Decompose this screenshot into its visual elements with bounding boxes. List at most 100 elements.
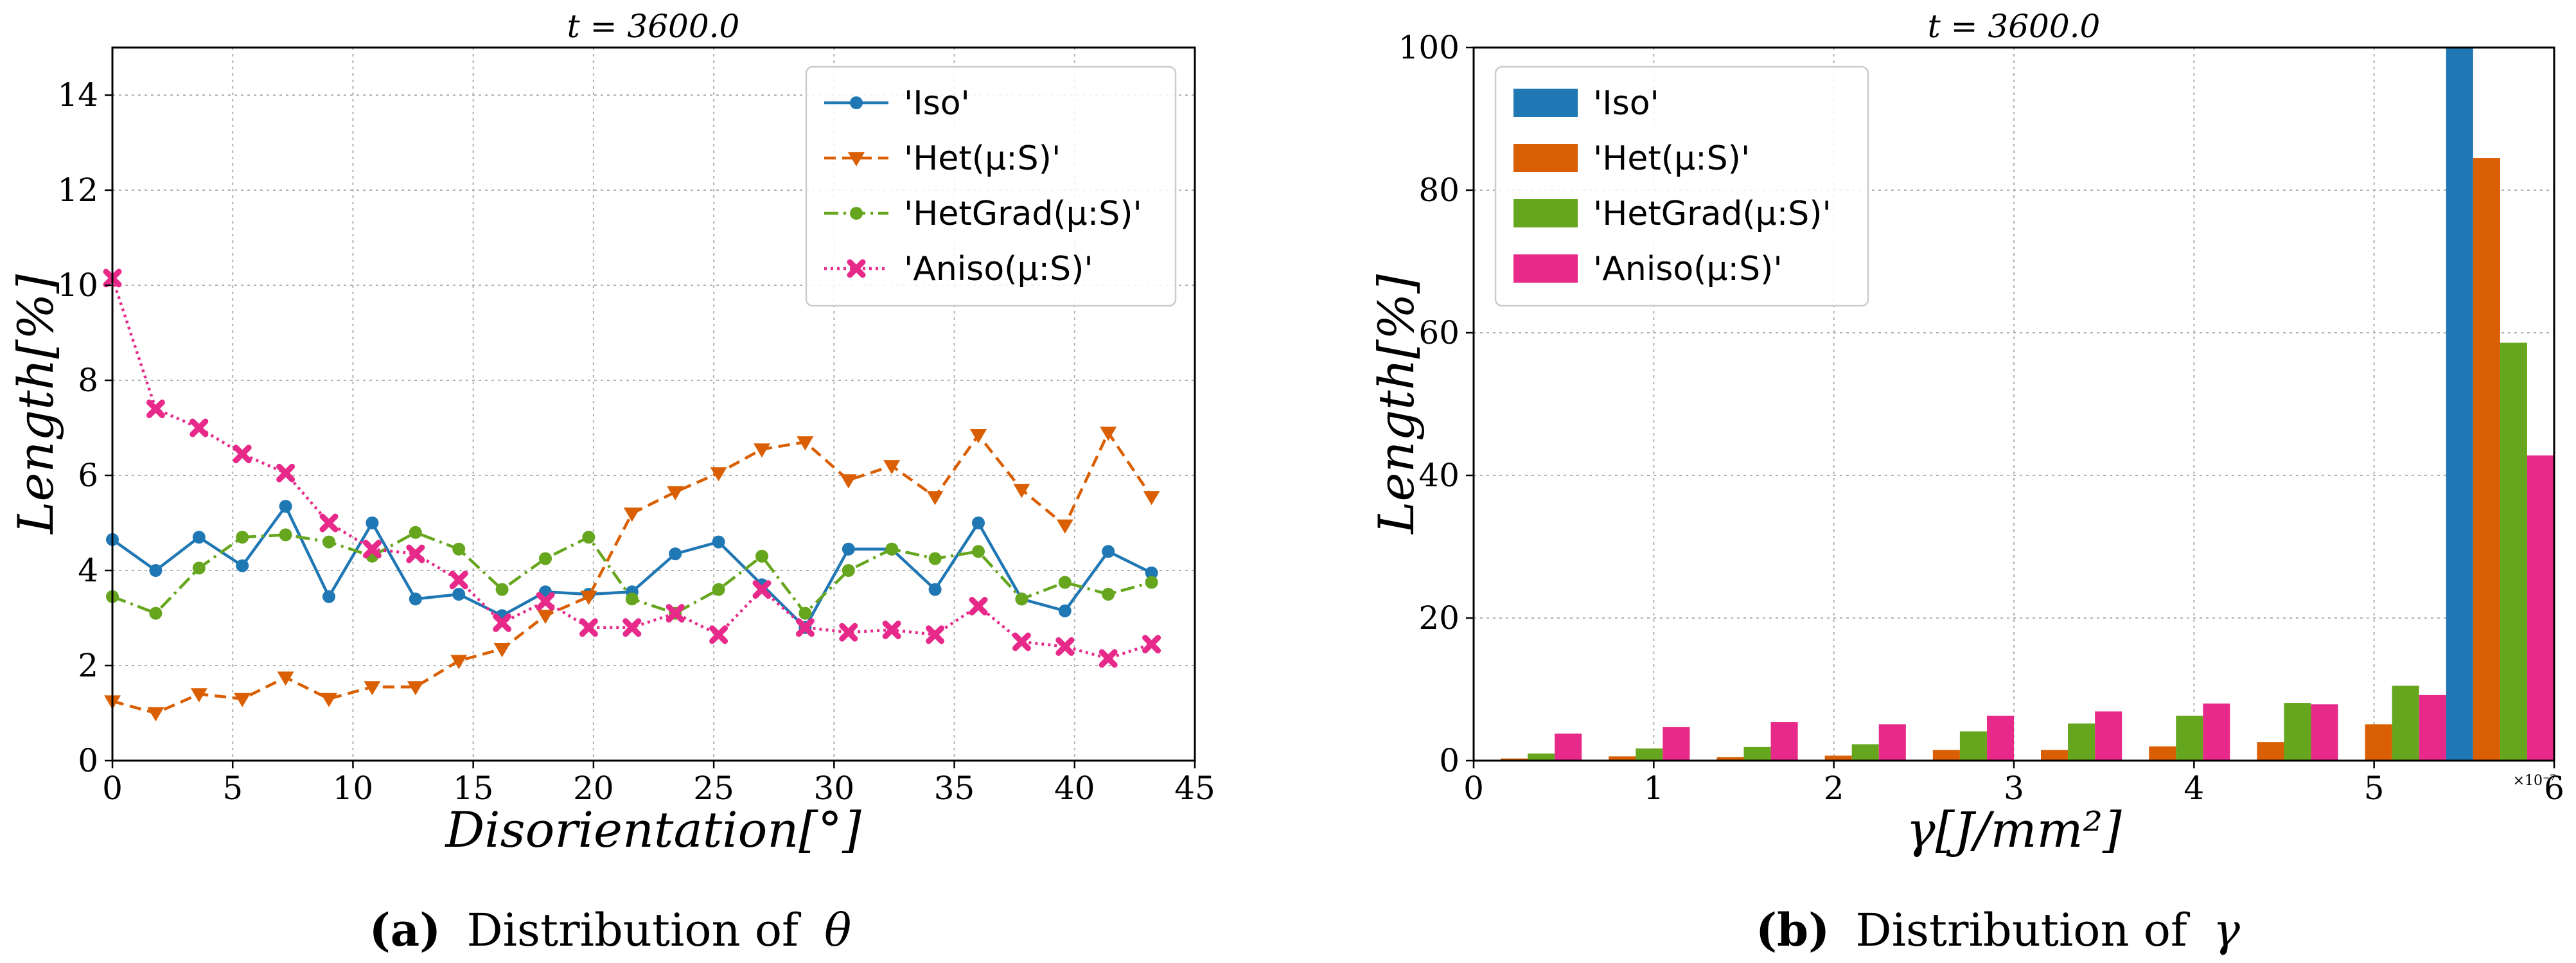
chart-a-point-s3-7 — [406, 544, 425, 563]
chart-b-ytick-label: 60 — [1418, 314, 1460, 351]
chart-b-series — [1501, 48, 2554, 761]
chart-a-point-s0-6 — [366, 517, 379, 529]
chart-b-bar-s2-b0 — [1528, 753, 1555, 761]
chart-a-point-s1-6 — [364, 681, 381, 696]
chart-a-point-s3-23 — [1098, 649, 1118, 668]
chart-a-ticks: 0 5 10 15 20 25 30 35 40 45 0 2 4 6 8 10 12 14 — [57, 76, 1215, 807]
chart-b-bar-s2-b9 — [2500, 342, 2527, 761]
chart-a-point-s3-12 — [622, 618, 642, 637]
chart-a-point-s0-4 — [279, 500, 292, 513]
chart-a-point-s0-17 — [842, 542, 855, 556]
chart-b-title: t = 3600.0 — [1928, 8, 2101, 45]
chart-b-bar-s1-b2 — [1716, 757, 1744, 761]
chart-a-point-s3-14 — [709, 625, 728, 644]
chart-a-point-s2-3 — [236, 531, 249, 544]
chart-a-point-s3-5 — [319, 513, 339, 533]
caption-b-label: (b) — [1756, 903, 1830, 957]
chart-a-point-s2-4 — [279, 528, 292, 542]
chart-a-series — [103, 269, 1161, 721]
chart-a-point-s2-12 — [625, 592, 639, 606]
chart-b-xtick-label: 2 — [1824, 770, 1844, 807]
chart-a-point-s2-16 — [798, 606, 812, 620]
chart-a-point-s3-18 — [882, 621, 901, 639]
chart-a-series-line-1 — [112, 429, 1153, 715]
chart-a-point-s1-19 — [926, 491, 944, 506]
chart-a-point-s1-23 — [1100, 427, 1117, 441]
chart-b-bar-s3-b5 — [2095, 711, 2122, 761]
chart-a-point-s0-19 — [928, 583, 942, 596]
chart-a-point-s3-13 — [666, 604, 685, 623]
chart-b-legend-label-2: 'HetGrad(μ:S)' — [1593, 195, 1831, 233]
chart-a-point-s3-10 — [536, 592, 555, 611]
chart-a-point-s3-3 — [233, 445, 252, 464]
chart-a-point-s2-5 — [322, 535, 335, 549]
chart-a-point-s0-13 — [669, 547, 682, 561]
chart-b-bar-s1-b6 — [2149, 746, 2176, 761]
chart-a-ytick-label: 0 — [78, 742, 98, 779]
chart-a-legend-marker-3 — [847, 259, 866, 278]
chart-a-ytick-label: 8 — [78, 362, 98, 399]
chart-a-point-s2-20 — [972, 545, 985, 558]
chart-b-bar-s3-b6 — [2203, 703, 2230, 761]
chart-a-plot-frame — [111, 46, 1196, 762]
chart-b-xtick-label: 0 — [1463, 770, 1484, 807]
chart-b-bar-s1-b5 — [2041, 750, 2069, 761]
chart-a-point-s1-16 — [797, 436, 814, 451]
chart-b-bar-s2-b2 — [1743, 747, 1771, 761]
chart-a-point-s1-18 — [883, 460, 901, 475]
chart-a-xtick-label: 10 — [333, 770, 374, 807]
chart-b-bar-s3-b2 — [1770, 722, 1798, 761]
chart-b-bar-s2-b7 — [2284, 703, 2311, 761]
chart-a-point-s3-15 — [752, 580, 772, 599]
chart-a-point-s0-24 — [1145, 566, 1158, 579]
chart-a-point-s1-2 — [190, 688, 207, 703]
chart-a-legend-label-2: 'HetGrad(μ:S)' — [904, 195, 1142, 233]
chart-b-legend-label-1: 'Het(μ:S)' — [1593, 139, 1750, 178]
chart-a-point-s2-24 — [1145, 576, 1158, 589]
chart-a-point-s2-22 — [1058, 576, 1072, 589]
chart-b-bar-s3-b8 — [2419, 694, 2446, 761]
chart-a-point-s1-5 — [321, 693, 337, 707]
chart-a-point-s2-2 — [192, 561, 206, 575]
chart-a-point-s2-8 — [452, 542, 466, 556]
chart-a-ytick-label: 14 — [57, 76, 98, 114]
chart-b-bar-s2-b5 — [2068, 723, 2095, 761]
chart-a-xtick-label: 30 — [814, 770, 855, 807]
chart-b-xtick-label: 4 — [2183, 770, 2204, 807]
chart-a-ytick-label: 10 — [57, 267, 98, 304]
chart-b-legend-label-0: 'Iso' — [1593, 84, 1659, 123]
chart-a-point-s1-24 — [1143, 491, 1160, 506]
chart-b-ytick-label: 80 — [1418, 172, 1460, 209]
chart-b-bar-s3-b3 — [1878, 724, 1906, 761]
chart-a-point-s2-15 — [755, 549, 768, 563]
chart-b-bar-s1-b3 — [1824, 755, 1852, 761]
chart-b-bar-s3-b1 — [1663, 727, 1690, 761]
chart-a-point-s3-22 — [1055, 637, 1075, 656]
chart-b-bar-s3-b4 — [1986, 716, 2014, 761]
chart-a-point-s2-9 — [495, 583, 509, 596]
chart-a-point-s1-8 — [450, 655, 468, 669]
chart-b-legend-swatch-3 — [1513, 254, 1578, 283]
chart-a-ytick-label: 12 — [57, 172, 98, 209]
chart-b-legend-swatch-0 — [1513, 89, 1578, 117]
chart-b-legend-label-3: 'Aniso(μ:S)' — [1593, 250, 1783, 288]
chart-a-point-s1-10 — [537, 610, 554, 624]
chart-a-grid — [112, 48, 1195, 761]
chart-a-xtick-label: 0 — [102, 770, 123, 807]
chart-a-series-line-0 — [111, 503, 1152, 630]
chart-a-point-s0-3 — [236, 559, 249, 572]
chart-a-legend: 'Iso' 'Het(μ:S)' 'HetGrad(μ:S)' 'Aniso(μ:S)… — [805, 66, 1177, 307]
chart-b-legend-swatch-1 — [1513, 144, 1578, 172]
chart-a-point-s2-14 — [712, 583, 725, 596]
chart-b-ylabel: Length[%] — [1368, 274, 1425, 535]
chart-a-point-s1-9 — [493, 643, 511, 658]
chart-a-point-s2-23 — [1102, 588, 1115, 601]
chart-b-bar-s0-b9 — [2446, 48, 2473, 761]
chart-b-bar-s2-b1 — [1636, 748, 1663, 761]
chart-a-point-s1-17 — [840, 474, 857, 489]
chart-a-point-s1-4 — [277, 671, 294, 686]
chart-a-point-s1-11 — [580, 590, 597, 605]
chart-b-bar-s2-b4 — [1959, 731, 1987, 761]
chart-a-point-s3-20 — [969, 597, 988, 615]
chart-b-bar-s1-b7 — [2257, 742, 2284, 761]
